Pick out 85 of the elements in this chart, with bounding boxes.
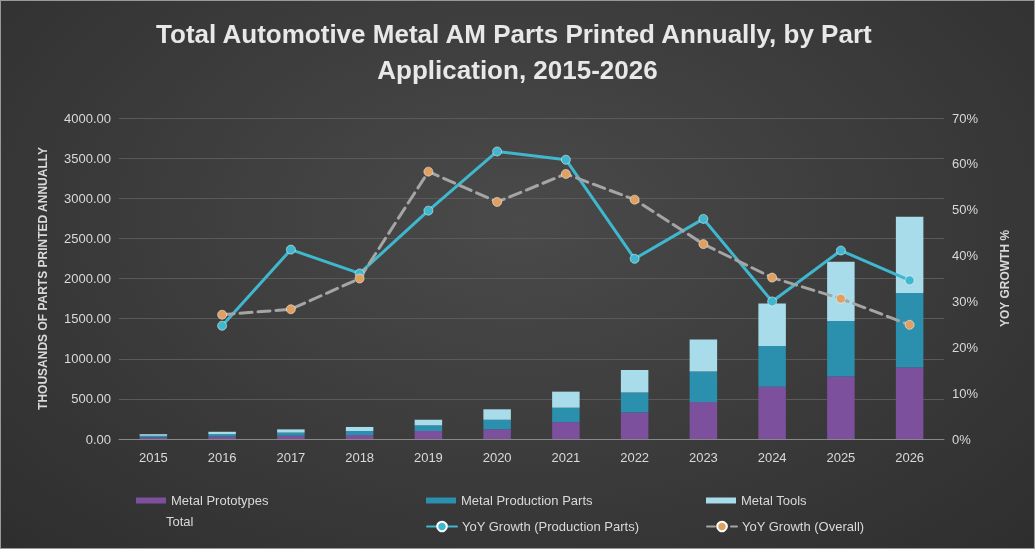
y2-tick-label: 0% [952, 431, 972, 447]
bar [552, 422, 580, 439]
bar [895, 292, 924, 368]
bar [827, 261, 855, 322]
x-tick-label: 2015 [138, 450, 168, 465]
point [904, 320, 915, 330]
point [698, 214, 709, 224]
text: Total [166, 514, 194, 529]
point [698, 239, 709, 249]
point [767, 296, 777, 307]
legend-label: Metal Prototypes [171, 493, 270, 508]
bar [483, 419, 511, 430]
point [561, 154, 571, 165]
x-tick-label: 2017 [276, 450, 306, 465]
bar [689, 339, 718, 372]
y2-tick-label: 60% [952, 156, 979, 172]
point [354, 273, 365, 284]
y2-tick-label: 30% [952, 293, 979, 309]
y-tick-label: 1500.00 [64, 311, 111, 327]
y2-tick-label: 10% [952, 385, 979, 401]
bar [483, 409, 511, 420]
point [836, 245, 846, 256]
bar [827, 321, 855, 377]
legend-label: Metal Tools [741, 493, 808, 508]
bar [620, 412, 649, 439]
point [629, 254, 640, 264]
point [492, 197, 502, 207]
y-tick-label: 2000.00 [64, 271, 111, 286]
x-tick-label: 2026 [895, 450, 925, 465]
bar [620, 369, 649, 393]
bar [895, 216, 924, 293]
bar [345, 434, 374, 439]
bar [552, 407, 580, 423]
y-tick-label: 3500.00 [64, 150, 111, 166]
y2-tick-label: 40% [952, 248, 979, 264]
bar [345, 430, 374, 435]
point [217, 320, 227, 331]
y-axis-title: THOUSANDS OF PARTS PRINTED ANNUALLY [36, 147, 50, 410]
x-tick-label: 2025 [826, 450, 856, 465]
bar [414, 430, 443, 439]
bar [758, 303, 786, 346]
legend-label: YoY Growth (Production Parts) [462, 519, 640, 534]
x-tick-label: 2021 [551, 450, 581, 465]
y-tick-label: 4000.00 [64, 110, 111, 126]
y-tick-label: 0.00 [85, 431, 111, 447]
point [561, 169, 571, 179]
x-tick-label: 2020 [482, 450, 512, 465]
point [904, 275, 915, 286]
bar [620, 392, 649, 413]
x-tick-label: 2016 [207, 450, 237, 465]
x-tick-label: 2018 [345, 450, 375, 465]
point [286, 304, 296, 314]
bar [758, 345, 786, 387]
x-tick-label: 2019 [413, 450, 443, 465]
chart-title: Total Automotive Metal AM Parts Printed Annually, by Part Application, 2015-2026 [156, 19, 879, 85]
legend-label: YoY Growth (Overall) [742, 519, 865, 534]
y2-tick-label: 20% [952, 339, 979, 355]
point [423, 166, 434, 177]
point [767, 272, 777, 283]
y-tick-label: 500.00 [71, 391, 111, 407]
point [423, 205, 434, 216]
bar [414, 425, 443, 431]
bar [895, 367, 924, 439]
y-tick-label: 2500.00 [64, 230, 111, 246]
x-tick-label: 2022 [620, 450, 650, 465]
x-tick-label: 2024 [757, 450, 787, 465]
point [286, 244, 296, 255]
bar [345, 426, 374, 431]
x-tick-label: 2023 [688, 450, 718, 465]
bar [689, 371, 718, 403]
bar [483, 429, 511, 439]
y2-axis-title: YOY GROWTH % [998, 229, 1012, 328]
y2-tick-label: 70% [952, 110, 979, 126]
point [492, 146, 502, 157]
bar [552, 391, 580, 408]
y-tick-label: 3000.00 [64, 190, 111, 206]
bar [758, 386, 786, 439]
bar [827, 376, 855, 439]
y2-tick-label: 50% [952, 202, 979, 218]
y-tick-label: 1000.00 [64, 351, 111, 367]
point [217, 309, 227, 320]
point [836, 293, 846, 304]
bar [689, 402, 718, 439]
point [629, 194, 640, 205]
legend-label: Metal Production Parts [461, 493, 593, 508]
